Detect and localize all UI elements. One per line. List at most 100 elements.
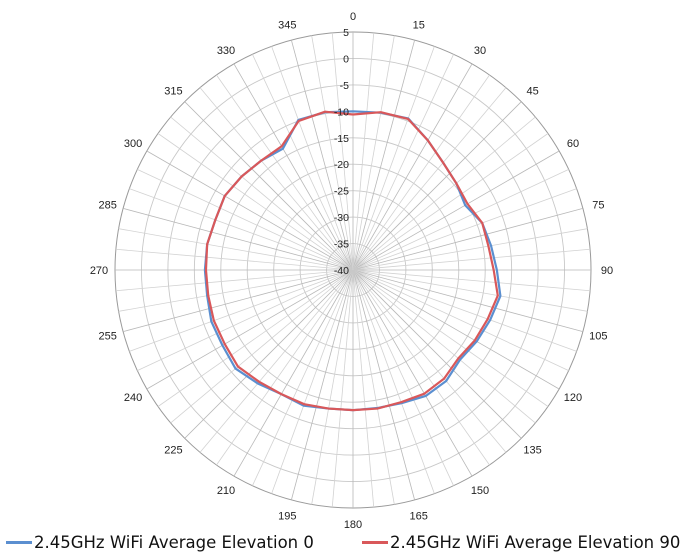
angle-tick-label: 75 — [592, 199, 604, 211]
grid-spoke — [331, 32, 354, 271]
grid-spokes — [115, 32, 591, 508]
grid-spoke — [352, 269, 549, 407]
radial-tick-label: -35 — [334, 239, 349, 251]
grid-spoke — [233, 269, 354, 477]
grid-spoke — [352, 269, 490, 466]
grid-spoke — [352, 248, 591, 271]
grid-spoke — [184, 269, 354, 439]
grid-spoke — [115, 269, 354, 292]
series-line-2 — [204, 110, 499, 412]
legend-swatch-series-1 — [6, 540, 32, 544]
angle-tick-label: 135 — [523, 445, 541, 457]
grid-spoke — [352, 87, 507, 271]
grid-spoke — [352, 150, 560, 271]
grid-spoke — [352, 54, 454, 271]
grid-spoke — [352, 269, 375, 508]
grid-spoke — [146, 150, 354, 271]
angle-tick-label: 15 — [413, 20, 425, 32]
radial-tick-label: 0 — [343, 53, 349, 65]
angle-tick-label: 300 — [124, 138, 142, 150]
angle-tick-labels: 0 15 30 45 60 75 90 105 120 135 150 165 180 195 210 225… — [90, 11, 613, 531]
radial-tick-labels: 5 0 -5 -10 -15 -20 -25 -30 -35 -40 — [334, 27, 349, 277]
grid-spoke — [115, 248, 354, 271]
radial-tick-label: -15 — [334, 133, 349, 145]
angle-tick-label: 240 — [124, 392, 142, 404]
angle-tick-label: 90 — [601, 265, 613, 277]
legend-label-series-1: 2.45GHz WiFi Average Elevation 0 — [34, 532, 314, 552]
angle-tick-label: 45 — [526, 85, 538, 97]
angle-tick-label: 30 — [474, 45, 486, 57]
grid-spoke — [146, 269, 354, 390]
legend-label-series-2: 2.45GHz WiFi Average Elevation 90 — [390, 532, 681, 552]
legend-swatch-series-2 — [362, 540, 388, 544]
series-lines — [203, 110, 502, 412]
angle-tick-label: 315 — [164, 85, 182, 97]
grid-spoke — [118, 269, 354, 312]
grid-spoke — [137, 169, 354, 271]
grid-spoke — [199, 87, 354, 271]
grid-spoke — [170, 116, 354, 271]
grid-spoke — [352, 40, 415, 271]
angle-tick-label: 60 — [567, 138, 579, 150]
legend-item-series-2: 2.45GHz WiFi Average Elevation 90 — [362, 529, 680, 555]
angle-tick-label: 270 — [90, 265, 108, 277]
grid-spoke — [184, 101, 354, 271]
grid-spoke — [271, 46, 354, 271]
grid-spoke — [129, 269, 354, 352]
grid-spoke — [252, 54, 354, 271]
grid-spoke — [352, 269, 560, 390]
grid-spoke — [352, 269, 473, 477]
grid-spoke — [352, 46, 435, 271]
angle-tick-label: 345 — [278, 20, 296, 32]
grid-spoke — [157, 269, 354, 407]
grid-spoke — [352, 32, 375, 271]
grid-spoke — [252, 269, 354, 486]
grid-spoke — [216, 269, 354, 466]
grid-spoke — [123, 269, 354, 332]
grid-spoke — [123, 208, 354, 271]
radial-tick-label: -25 — [334, 186, 349, 198]
angle-tick-label: 120 — [564, 392, 582, 404]
grid-spoke — [352, 208, 583, 271]
grid-spoke — [352, 74, 490, 271]
angle-tick-label: 0 — [350, 11, 356, 23]
grid-spoke — [352, 269, 507, 453]
grid-spoke — [352, 188, 577, 271]
legend-item-series-1: 2.45GHz WiFi Average Elevation 0 — [6, 529, 314, 555]
angle-tick-label: 150 — [471, 485, 489, 497]
grid-spoke — [352, 269, 522, 439]
angle-tick-label: 255 — [98, 331, 116, 343]
grid-spoke — [352, 269, 591, 292]
grid-spoke — [311, 35, 354, 271]
angle-tick-label: 105 — [589, 331, 607, 343]
grid-spoke — [233, 63, 354, 271]
grid-spoke — [352, 63, 473, 271]
grid-spoke — [352, 269, 577, 352]
grid-spoke — [352, 269, 588, 312]
radial-tick-label: 5 — [343, 27, 349, 39]
grid-spoke — [352, 269, 569, 371]
grid-spoke — [352, 133, 549, 271]
legend: 2.45GHz WiFi Average Elevation 0 2.45GHz… — [0, 529, 694, 555]
grid-spoke — [118, 228, 354, 271]
grid-spoke — [352, 101, 522, 271]
grid-spoke — [311, 269, 354, 505]
radial-tick-label: -10 — [334, 106, 349, 118]
angle-tick-label: 330 — [217, 45, 235, 57]
radial-tick-label: -40 — [334, 265, 349, 277]
grid-spoke — [352, 228, 588, 271]
angle-tick-label: 285 — [98, 199, 116, 211]
grid-spoke — [352, 269, 536, 424]
grid-spoke — [216, 74, 354, 271]
grid-spoke — [331, 269, 354, 508]
grid-spoke — [170, 269, 354, 424]
radial-tick-label: -30 — [334, 212, 349, 224]
grid-spoke — [291, 269, 354, 500]
grid-spoke — [352, 269, 435, 494]
grid-spoke — [352, 269, 415, 500]
grid-spoke — [352, 269, 454, 486]
grid-spoke — [352, 269, 583, 332]
grid-spoke — [271, 269, 354, 494]
angle-tick-label: 195 — [278, 510, 296, 522]
